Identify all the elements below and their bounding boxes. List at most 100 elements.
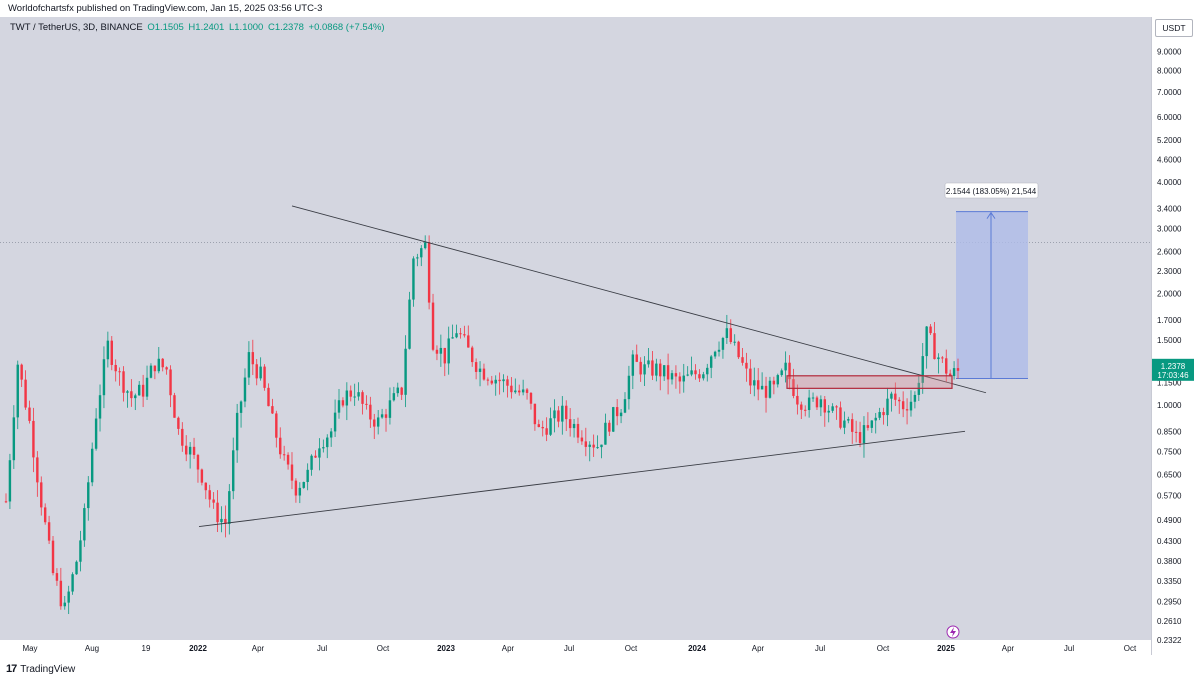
candle (521, 379, 525, 396)
candle (623, 392, 627, 414)
time-tick: Jul (815, 644, 825, 653)
candle (463, 325, 466, 338)
candle (541, 420, 544, 437)
candle (185, 435, 188, 462)
price-tick: 3.4000 (1157, 204, 1182, 213)
candle (596, 435, 599, 449)
candle (514, 378, 517, 394)
candle (706, 363, 709, 382)
candle (333, 399, 337, 438)
candle (478, 361, 482, 387)
currency-button[interactable]: USDT (1155, 19, 1193, 37)
price-tick: 4.6000 (1157, 156, 1182, 165)
candle (137, 381, 141, 396)
candle (423, 235, 427, 250)
price-tick: 1.0000 (1157, 401, 1182, 410)
candle (310, 454, 313, 476)
candle (232, 437, 235, 500)
time-tick: Oct (1124, 644, 1137, 653)
candle (416, 253, 419, 267)
candle (792, 368, 795, 399)
price-tick: 0.2322 (1157, 636, 1182, 645)
candle (568, 408, 572, 437)
candle (47, 515, 51, 545)
candle (326, 434, 329, 459)
candle (188, 442, 192, 469)
candle (275, 410, 278, 448)
candle (572, 419, 576, 438)
price-tick: 0.8500 (1157, 427, 1182, 436)
candle (674, 365, 678, 389)
candle (843, 411, 846, 435)
candle (470, 345, 474, 367)
ohlc-high: H1.2401 (188, 22, 225, 33)
time-tick: Jul (317, 644, 327, 653)
price-tick: 0.2950 (1157, 597, 1182, 606)
candle (580, 430, 584, 445)
candle (686, 366, 689, 377)
candle (169, 365, 172, 408)
candle (173, 392, 176, 418)
candle (486, 377, 490, 386)
candle (102, 346, 106, 409)
candle (800, 401, 803, 420)
candle (353, 383, 356, 406)
candle (862, 416, 866, 458)
flash-glyph-icon (950, 627, 956, 637)
price-tick: 4.0000 (1157, 178, 1182, 187)
price-tick: 0.3800 (1157, 557, 1182, 566)
price-tick: 5.2000 (1157, 136, 1182, 145)
candle (298, 482, 302, 504)
candle (420, 245, 423, 267)
candle (901, 391, 905, 418)
candle (651, 350, 654, 380)
candle (376, 409, 380, 435)
candle (659, 359, 662, 391)
candle (709, 354, 713, 379)
price-axis[interactable] (1151, 17, 1200, 655)
candle (823, 396, 827, 427)
last-price-value: 1.2378 (1161, 362, 1186, 371)
descending-trendline (291, 205, 987, 394)
candle (827, 405, 830, 423)
candle (235, 403, 239, 463)
candle (439, 334, 443, 367)
candle (851, 413, 854, 444)
candle (130, 379, 133, 407)
candle (294, 478, 298, 503)
candle (533, 403, 537, 431)
last-price-countdown: 17:03:46 (1157, 371, 1189, 380)
candle (615, 399, 619, 426)
ascending-trendline (198, 430, 966, 528)
candle (400, 386, 403, 400)
candle (498, 372, 501, 395)
candle (149, 363, 153, 379)
candle (796, 384, 799, 415)
price-tick: 1.7000 (1157, 316, 1182, 325)
candle (118, 367, 121, 386)
breakout-zone (786, 375, 953, 389)
candle (455, 324, 458, 339)
price-tick: 9.0000 (1157, 48, 1182, 57)
candle (63, 595, 66, 610)
candle (694, 364, 697, 380)
symbol-legend: TWT / TetherUS, 3D, BINANCE O1.1505 H1.2… (10, 22, 385, 33)
candle (220, 506, 223, 533)
price-tick: 8.0000 (1157, 67, 1182, 76)
candle (443, 347, 446, 377)
candle (937, 353, 940, 374)
last-price-badge (1152, 358, 1194, 381)
candle (894, 382, 897, 406)
candle (600, 444, 603, 459)
candle (655, 358, 658, 382)
tradingview-logo-icon: 17 (6, 663, 17, 675)
candle (67, 585, 70, 615)
candle (702, 371, 705, 381)
candle (780, 368, 783, 377)
candle (756, 368, 760, 401)
candle (87, 476, 90, 521)
candle (224, 505, 227, 538)
candle (721, 336, 725, 359)
candle (447, 326, 450, 375)
